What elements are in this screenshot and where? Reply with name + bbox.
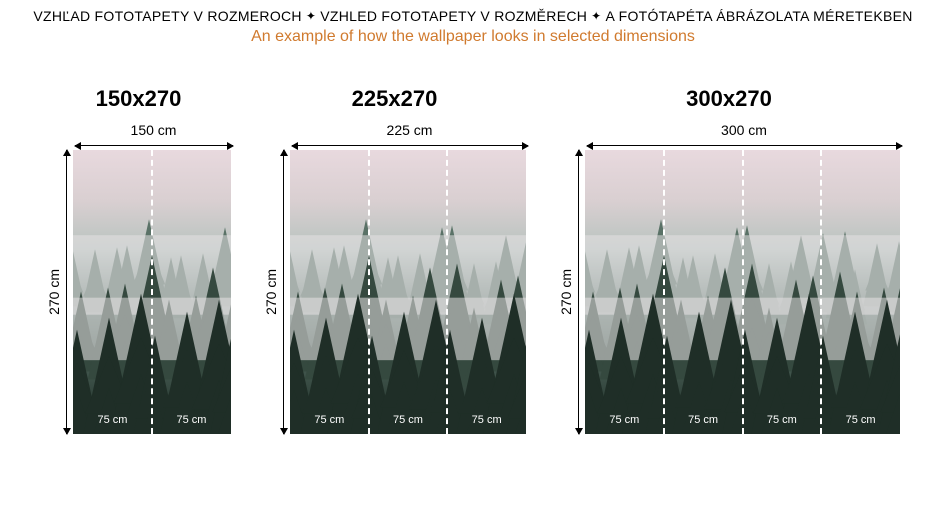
- height-arrow: [578, 150, 579, 434]
- panel-title: 225x270: [352, 86, 438, 112]
- panel-body: 270 cm: [46, 150, 231, 434]
- sparkle-icon: ✦: [591, 9, 601, 23]
- height-label: 270 cm: [558, 269, 574, 315]
- width-label: 225 cm: [292, 122, 528, 138]
- strip-width-label: 75 cm: [314, 414, 344, 426]
- header-sk: VZHĽAD FOTOTAPETY V ROZMEROCH: [33, 8, 302, 24]
- wallpaper-preview: 75 cm 75 cm 75 cm 75 cm: [585, 150, 900, 434]
- panels-container: 150x270 150 cm 270 cm: [0, 86, 946, 434]
- height-label: 270 cm: [46, 269, 62, 315]
- height-arrow: [283, 150, 284, 434]
- strip-width-label: 75 cm: [846, 414, 876, 426]
- strip-width-label: 75 cm: [688, 414, 718, 426]
- strip-seam: [663, 150, 665, 434]
- strip-width-label: 75 cm: [609, 414, 639, 426]
- header-hu: A FOTÓTAPÉTA ÁBRÁZOLATA MÉRETEKBEN: [606, 8, 913, 24]
- strip-width-label: 75 cm: [472, 414, 502, 426]
- header-subtitle: An example of how the wallpaper looks in…: [0, 28, 946, 46]
- panel-body: 270 cm: [263, 150, 526, 434]
- strip-width-label: 75 cm: [393, 414, 423, 426]
- sparkle-icon: ✦: [306, 9, 316, 23]
- size-panel: 150x270 150 cm 270 cm: [45, 86, 233, 434]
- width-arrow: [292, 140, 528, 150]
- wallpaper-preview: 75 cm 75 cm 75 cm: [290, 150, 526, 434]
- strip-width-label: 75 cm: [177, 414, 207, 426]
- width-arrow: [587, 140, 902, 150]
- strip-seam: [820, 150, 822, 434]
- strip-seam: [446, 150, 448, 434]
- header-multilang: VZHĽAD FOTOTAPETY V ROZMEROCH ✦ VZHLED F…: [0, 8, 946, 24]
- panel-title: 300x270: [686, 86, 772, 112]
- strip-width-label: 75 cm: [767, 414, 797, 426]
- width-label: 300 cm: [587, 122, 902, 138]
- size-panel: 300x270 300 cm 270 cm: [557, 86, 902, 434]
- height-label: 270 cm: [263, 269, 279, 315]
- width-label: 150 cm: [75, 122, 233, 138]
- height-dimension: 270 cm: [263, 150, 284, 434]
- strip-seam: [151, 150, 153, 434]
- wallpaper-preview: 75 cm 75 cm: [73, 150, 231, 434]
- header-cz: VZHLED FOTOTAPETY V ROZMĚRECH: [320, 8, 587, 24]
- size-panel: 225x270 225 cm 270 cm: [262, 86, 528, 434]
- width-arrow: [75, 140, 233, 150]
- strip-width-label: 75 cm: [98, 414, 128, 426]
- panel-title: 150x270: [96, 86, 182, 112]
- height-dimension: 270 cm: [46, 150, 67, 434]
- strip-seam: [368, 150, 370, 434]
- height-dimension: 270 cm: [558, 150, 579, 434]
- strip-seam: [742, 150, 744, 434]
- height-arrow: [66, 150, 67, 434]
- panel-body: 270 cm: [558, 150, 900, 434]
